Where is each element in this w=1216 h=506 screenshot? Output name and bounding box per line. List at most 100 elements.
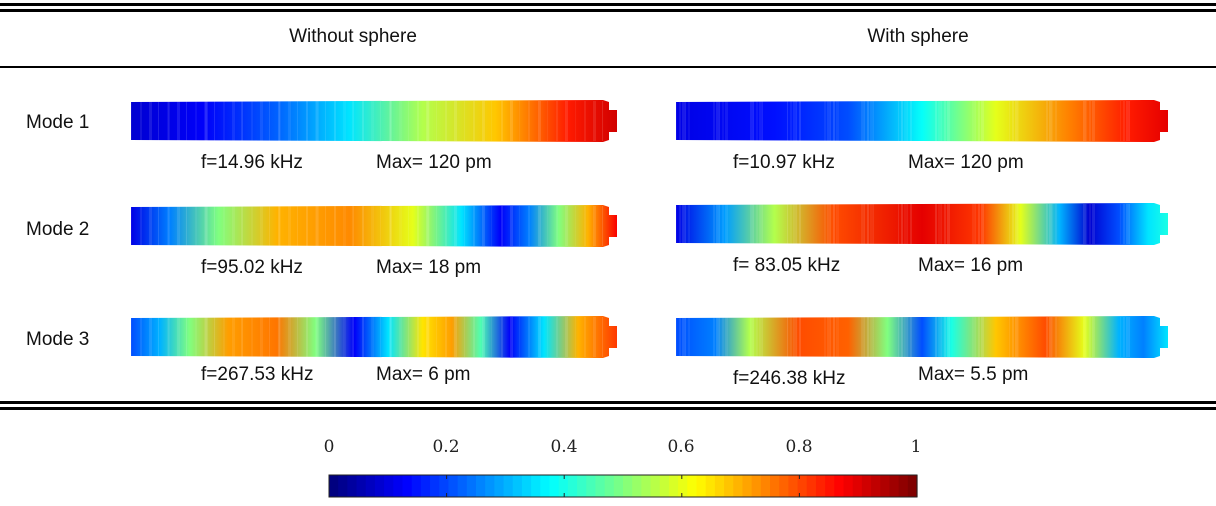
texture-line [830, 101, 831, 141]
texture-line [427, 206, 430, 246]
colorbar-cell [852, 475, 863, 497]
texture-line [352, 317, 353, 357]
texture-line [316, 206, 319, 246]
texture-line [149, 317, 152, 357]
texture-line [519, 206, 520, 246]
texture-line [334, 101, 336, 141]
texture-line [833, 101, 835, 141]
colorbar-cell [476, 475, 486, 497]
texture-line [873, 101, 874, 141]
colorbar-cell [815, 475, 826, 497]
texture-line [972, 204, 975, 244]
colorbar-cell [650, 475, 661, 497]
colorbar-cell [457, 475, 468, 497]
texture-line [713, 101, 715, 141]
texture-line [1012, 204, 1014, 244]
texture-line [725, 101, 728, 141]
colorbar-cell [558, 475, 569, 497]
texture-line [464, 101, 465, 141]
texture-line [168, 206, 170, 246]
texture-line [682, 204, 685, 244]
texture-line [427, 101, 430, 141]
texture-line [978, 204, 980, 244]
texture-line [978, 317, 980, 357]
colorbar-border [328, 474, 918, 498]
texture-line [1049, 204, 1052, 244]
texture-line [288, 101, 291, 141]
texture-line [836, 204, 839, 244]
mode-shape-fill [131, 100, 617, 142]
texture-line [242, 101, 243, 141]
colorbar-cell [595, 475, 606, 497]
texture-line [1012, 317, 1014, 357]
texture-line [315, 317, 318, 357]
mode-1-without-freq: f=14.96 kHz [201, 152, 303, 173]
colorbar-tick-4: 0.8 [785, 437, 813, 457]
texture-line [753, 317, 754, 357]
texture-line [482, 206, 485, 246]
texture-line [799, 204, 801, 244]
texture-line [251, 317, 253, 357]
texture-line [679, 317, 681, 357]
texture-line [315, 101, 318, 141]
texture-line [325, 101, 326, 141]
texture-line [836, 317, 839, 357]
texture-line [1018, 317, 1019, 357]
texture-line [864, 101, 865, 141]
texture-line [836, 101, 839, 141]
texture-line [799, 101, 801, 141]
texture-line [947, 101, 950, 141]
texture-line [1052, 204, 1053, 244]
texture-line [288, 317, 291, 357]
texture-line [867, 317, 869, 357]
texture-line [204, 101, 207, 141]
texture-line [140, 317, 142, 357]
texture-line [593, 206, 596, 246]
texture-line [195, 317, 197, 357]
texture-line [1052, 317, 1053, 357]
colorbar-cell [411, 475, 422, 497]
mode-shape-fill [676, 316, 1168, 358]
texture-line [1129, 204, 1130, 244]
texture-line [864, 204, 865, 244]
texture-line [725, 204, 728, 244]
texture-line [389, 206, 391, 246]
texture-line [528, 206, 530, 246]
texture-line [716, 101, 719, 141]
texture-line [867, 204, 869, 244]
texture-line [195, 206, 197, 246]
texture-line [688, 204, 690, 244]
texture-line [417, 101, 419, 141]
texture-line [491, 206, 492, 246]
texture-line [306, 317, 308, 357]
texture-line [935, 204, 937, 244]
texture-line [491, 101, 492, 141]
texture-line [756, 101, 758, 141]
colorbar-cell [338, 475, 348, 497]
texture-line [1089, 101, 1091, 141]
texture-line [528, 317, 530, 357]
texture-line [1018, 101, 1019, 141]
mode-3-without-freq: f=267.53 kHz [201, 364, 314, 385]
mode-3-with-max: Max= 5.5 pm [918, 364, 1029, 385]
texture-line [975, 317, 976, 357]
texture-line [454, 206, 457, 246]
texture-line [241, 206, 242, 246]
texture-line [352, 101, 353, 141]
texture-line [981, 101, 984, 141]
texture-line [186, 206, 187, 246]
texture-line [510, 206, 513, 246]
texture-line [334, 317, 336, 357]
texture-line [790, 101, 792, 141]
colorbar-cell [659, 475, 670, 497]
texture-line [445, 317, 447, 357]
texture-line [685, 101, 686, 141]
texture-line [445, 101, 447, 141]
mode-2-without-sphere-map [131, 205, 617, 247]
texture-line [316, 101, 319, 141]
texture-line [793, 204, 796, 244]
texture-line [975, 204, 976, 244]
colorbar-cell [374, 475, 385, 497]
colorbar-cell [880, 475, 891, 497]
texture-line [168, 317, 170, 357]
